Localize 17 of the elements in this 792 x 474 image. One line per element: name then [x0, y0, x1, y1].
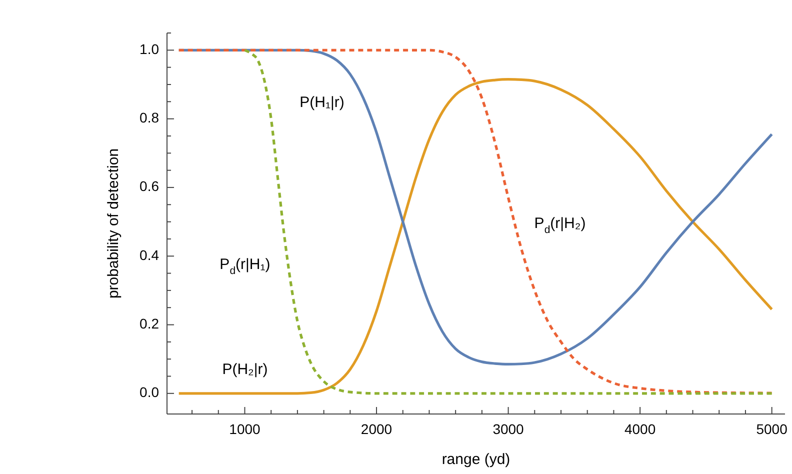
series-label: P$_{d}$(r|H₁)	[220, 256, 270, 277]
x-tick-label: 5000	[756, 421, 788, 437]
y-tick-label: 0.0	[140, 384, 160, 400]
y-axis-title: probability of detection	[105, 148, 122, 299]
x-tick-label: 3000	[492, 421, 524, 437]
y-tick-label: 0.6	[140, 178, 160, 194]
series-label: P(H₂|r)	[222, 360, 268, 378]
x-tick-label: 2000	[360, 421, 392, 437]
x-tick-label: 4000	[624, 421, 656, 437]
x-axis-title: range (yd)	[442, 451, 510, 468]
x-tick-label: 1000	[229, 421, 261, 437]
y-tick-label: 0.2	[140, 315, 160, 332]
series-label: P(H₁|r)	[300, 94, 344, 111]
y-tick-label: 1.0	[140, 40, 160, 57]
y-tick-label: 0.8	[140, 110, 160, 126]
y-tick-label: 0.4	[140, 246, 160, 263]
series-label: P$_{d}$(r|H₂)	[534, 214, 586, 236]
